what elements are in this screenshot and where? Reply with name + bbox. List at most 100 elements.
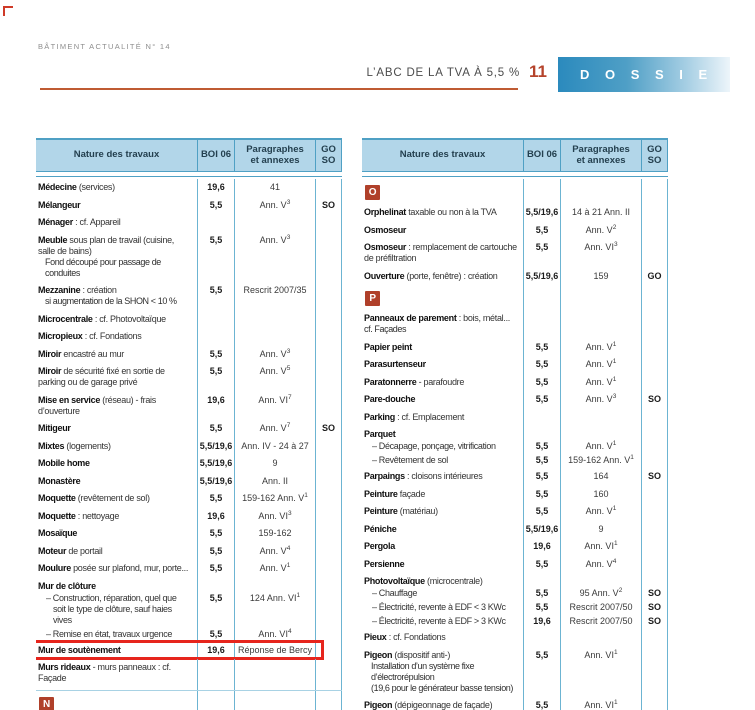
row-description: sous plan de travail (cuisine, salle de … xyxy=(38,234,174,256)
para-ref: 95 Ann. V2 xyxy=(561,587,642,601)
row-description: (microcentrale) xyxy=(424,576,483,586)
row-description: (services) xyxy=(76,182,115,192)
boi-value: 5,5 xyxy=(524,601,561,615)
para-footnote: 3 xyxy=(286,198,291,206)
goso-value xyxy=(642,426,668,440)
para-ref: Ann. V3 xyxy=(561,391,642,409)
para-ref xyxy=(561,285,642,310)
row-term: Ménager xyxy=(38,217,73,227)
row-term: Parquet xyxy=(364,429,396,439)
header-rule xyxy=(40,88,518,90)
para-ref: Ann. V7 xyxy=(235,420,316,438)
row-label-cell: Moquette : nettoyage xyxy=(36,507,198,525)
table-subrow: – Électricité, revente à EDF > 3 KWc 19,6… xyxy=(362,615,668,629)
table-row: Pare-douche 5,5 Ann. V3 SO xyxy=(362,391,668,409)
goso-value xyxy=(642,310,668,339)
boi-value xyxy=(198,214,235,232)
subrow-text: – Électricité, revente à EDF < 3 KWc xyxy=(372,602,506,612)
row-label-cell: Pare-douche xyxy=(362,391,524,409)
row-term: Mobile home xyxy=(38,458,90,468)
table-row: Peinture (matériau) 5,5 Ann. V1 xyxy=(362,503,668,521)
para-ref: Ann. V5 xyxy=(235,363,316,392)
para-ref: 160 xyxy=(561,485,642,503)
goso-value xyxy=(642,629,668,647)
subrow-label-cell: – Électricité, revente à EDF > 3 KWc xyxy=(362,615,524,629)
row-term: Peinture xyxy=(364,488,398,499)
subrow-text: – Électricité, revente à EDF > 3 KWc xyxy=(372,616,506,626)
table-row: Parquet xyxy=(362,426,668,440)
goso-value xyxy=(642,485,668,503)
goso-value xyxy=(316,542,342,560)
para-footnote: 7 xyxy=(286,422,291,429)
row-label-cell: Persienne xyxy=(362,555,524,573)
para-footnote: 1 xyxy=(613,540,618,547)
row-label-cell: Mur de clôture xyxy=(36,577,198,592)
para-ref: Ann. VI1 xyxy=(561,646,642,697)
crop-mark xyxy=(3,6,13,16)
boi-value: 5,5/19,6 xyxy=(524,520,561,538)
row-label-cell: Moquette (revêtement de sol) xyxy=(36,490,198,508)
section-row: O xyxy=(362,179,668,204)
para-ref: Ann. V1 xyxy=(235,560,316,578)
row-label-cell: Osmoseur xyxy=(362,221,524,239)
para-footnote: 1 xyxy=(613,699,618,706)
para-footnote: 3 xyxy=(612,393,617,400)
row-label-cell: Photovoltaïque (microcentrale) xyxy=(362,573,524,587)
boi-value: 5,5 xyxy=(198,196,235,214)
table-row: Moulure posée sur plafond, mur, porte...… xyxy=(36,560,342,578)
goso-value xyxy=(316,328,342,346)
para-ref: Ann. VI1 xyxy=(561,697,642,710)
row-term: Osmoseur xyxy=(364,242,407,252)
page-number: 11 xyxy=(529,62,547,81)
section-row: P xyxy=(362,285,668,310)
table-row: Ouverture (porte, fenêtre) : création 5,5… xyxy=(362,267,668,285)
row-label-cell: Péniche xyxy=(362,520,524,538)
row-label-cell: Osmoseur : remplacement de cartouche de … xyxy=(362,239,524,268)
goso-value: SO xyxy=(642,468,668,486)
table-subrow: – Remise en état, travaux urgence 5,5 Ann.… xyxy=(36,627,342,642)
row-term: Panneaux de parement xyxy=(364,313,457,323)
vat-table-left: Nature des travaux BOI 06 Paragraphes et a… xyxy=(36,138,342,710)
para-ref xyxy=(561,629,642,647)
row-label-cell: Peinture (matériau) xyxy=(362,503,524,521)
row-term: Persienne xyxy=(364,558,405,569)
goso-value: SO xyxy=(642,615,668,629)
table-subrow: – Décapage, ponçage, vitrification 5,5 Ann… xyxy=(362,440,668,454)
goso-value xyxy=(316,231,342,282)
goso-value xyxy=(642,503,668,521)
table-row: Mezzanine : création si augmentation de l… xyxy=(36,282,342,311)
para-footnote: 5 xyxy=(286,365,291,372)
row-extra-line: (19,6 pour le générateur basse tension) xyxy=(371,682,514,693)
row-label-cell: Miroir encastré au mur xyxy=(36,345,198,363)
para-footnote: 3 xyxy=(286,233,291,241)
boi-value: 5,5 xyxy=(524,373,561,391)
table-row: Microcentrale : cf. Photovoltaïque xyxy=(36,310,342,328)
para-ref: 164 xyxy=(561,468,642,486)
boi-value: 5,5/19,6 xyxy=(524,267,561,285)
para-footnote: 2 xyxy=(612,223,617,231)
para-ref xyxy=(235,659,316,690)
para-ref: 9 xyxy=(235,455,316,473)
row-label-cell: Micropieux : cf. Fondations xyxy=(36,328,198,346)
row-label-cell: Papier peint xyxy=(362,338,524,356)
para-ref: 159-162 xyxy=(235,525,316,543)
row-description: (réseau) - frais d’ouverture xyxy=(38,394,156,416)
row-description: : cf. Photovoltaïque xyxy=(92,313,166,324)
row-term: Mixtes xyxy=(38,440,65,451)
goso-value xyxy=(316,472,342,490)
boi-value: 5,5/19,6 xyxy=(198,472,235,490)
table-subrow: – Électricité, revente à EDF < 3 KWc 5,5 R… xyxy=(362,601,668,615)
section-cell: O xyxy=(362,179,524,204)
row-description: taxable ou non à la TVA xyxy=(406,207,497,217)
row-extra-line: Installation d’un système fixe xyxy=(371,660,475,671)
boi-value: 5,5/19,6 xyxy=(524,204,561,222)
row-label-cell: Mitigeur xyxy=(36,420,198,438)
row-description: : cf. Fondations xyxy=(82,331,142,341)
goso-value xyxy=(642,573,668,587)
table-row: Péniche 5,5/19,6 9 xyxy=(362,520,668,538)
row-description: encastré au mur xyxy=(61,348,124,359)
para-footnote: 1 xyxy=(612,505,617,512)
row-label-cell: Mobile home xyxy=(36,455,198,473)
row-label-cell: Pigeon (dépigeonnage de façade) xyxy=(362,697,524,710)
